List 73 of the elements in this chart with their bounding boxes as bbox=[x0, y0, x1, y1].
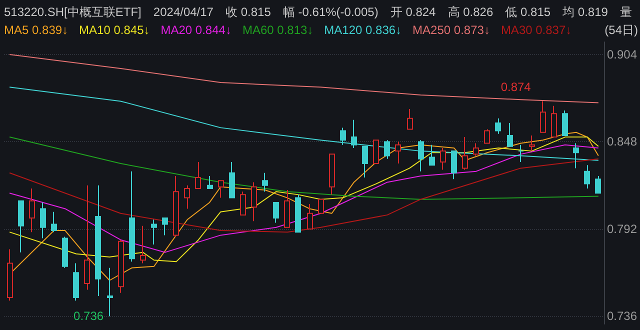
candlestick bbox=[351, 119, 357, 148]
candlestick bbox=[462, 136, 468, 170]
candlestick bbox=[373, 140, 379, 164]
chart-title: 513220.SH[中概互联ETF] bbox=[4, 5, 142, 19]
candlestick bbox=[162, 218, 168, 236]
candlestick bbox=[18, 200, 24, 253]
text: 幅 -0.61%(-0.005) bbox=[282, 5, 378, 19]
text: MA20 0.844↓ bbox=[160, 23, 232, 37]
text: 量 bbox=[620, 5, 632, 19]
candlestick bbox=[284, 190, 290, 228]
candlestick bbox=[140, 225, 146, 264]
candlestick bbox=[29, 188, 35, 233]
candlestick bbox=[251, 182, 257, 222]
line-series bbox=[9, 158, 599, 233]
annotation: 0.874 bbox=[500, 80, 532, 94]
candlestick bbox=[440, 147, 446, 170]
candlestick bbox=[95, 184, 101, 296]
candlestick bbox=[151, 219, 157, 246]
candlestick bbox=[273, 202, 279, 224]
candlestick bbox=[62, 236, 68, 268]
candlestick bbox=[40, 202, 46, 239]
candlestick bbox=[107, 267, 113, 317]
candlestick bbox=[395, 141, 401, 164]
candlestick bbox=[7, 248, 13, 302]
candlestick bbox=[529, 134, 535, 152]
line-series bbox=[9, 54, 599, 104]
candlestick bbox=[118, 239, 124, 294]
candlestick bbox=[329, 154, 335, 196]
candlestick bbox=[73, 262, 79, 302]
candlestick bbox=[407, 108, 413, 130]
candlestick bbox=[562, 110, 568, 136]
candlestick bbox=[240, 191, 246, 216]
y-tick-label: 0.736 bbox=[606, 309, 638, 324]
candlestick bbox=[495, 118, 501, 134]
candlestick bbox=[584, 164, 590, 189]
candlestick bbox=[295, 194, 301, 233]
candlestick bbox=[207, 175, 213, 189]
candlestick bbox=[340, 127, 346, 146]
text: MA10 0.845↓ bbox=[79, 23, 150, 37]
annotation: 0.736 bbox=[74, 309, 104, 324]
candlestick bbox=[195, 161, 201, 189]
text: MA30 0.837↓ bbox=[500, 23, 572, 37]
candlestick bbox=[507, 122, 513, 147]
text: 均 0.819 bbox=[562, 5, 608, 19]
candlestick bbox=[307, 204, 313, 230]
text: 低 0.815 bbox=[505, 5, 551, 19]
chart-subtitle: (54日) bbox=[604, 23, 638, 37]
text: 收 0.815 bbox=[226, 5, 272, 19]
text: 2024/04/17 bbox=[153, 5, 214, 19]
y-tick-label: 0.792 bbox=[606, 222, 638, 236]
candlestick bbox=[551, 105, 557, 138]
text: 开 0.824 bbox=[390, 5, 436, 19]
text: MA120 0.836↓ bbox=[324, 23, 402, 37]
text: MA5 0.839↓ bbox=[4, 23, 68, 37]
candlestick bbox=[262, 172, 268, 192]
candlestick bbox=[218, 180, 224, 198]
candlestick bbox=[184, 184, 190, 210]
candlestick bbox=[51, 211, 57, 233]
candlestick bbox=[173, 175, 179, 238]
candlestick bbox=[540, 100, 546, 133]
candlestick bbox=[229, 161, 235, 198]
text: MA60 0.813↓ bbox=[242, 23, 314, 37]
candlestick bbox=[84, 184, 90, 290]
line-series bbox=[9, 136, 599, 200]
y-tick-label: 0.848 bbox=[606, 134, 638, 149]
candlestick bbox=[484, 128, 490, 144]
text: MA250 0.873↓ bbox=[412, 23, 490, 37]
candlestick bbox=[318, 198, 324, 214]
text: 高 0.826 bbox=[448, 5, 494, 19]
candlestick bbox=[595, 175, 601, 194]
candlestick bbox=[473, 142, 479, 156]
candlestick bbox=[129, 170, 135, 262]
y-tick-label: 0.904 bbox=[606, 47, 638, 62]
